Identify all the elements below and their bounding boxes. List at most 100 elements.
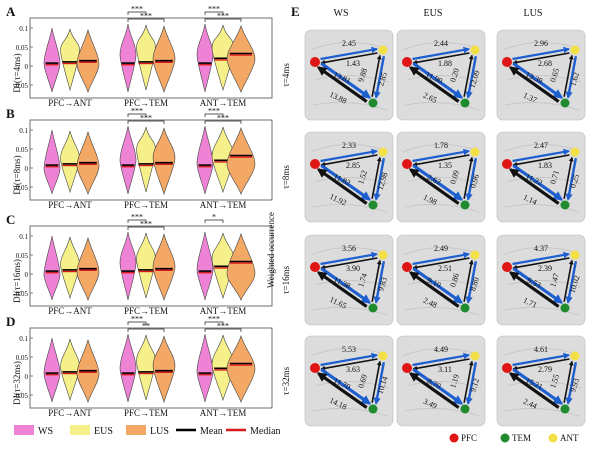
- significance-label: *: [212, 213, 216, 222]
- y-tick-label: 0: [25, 271, 29, 279]
- legend-label: Median: [250, 426, 281, 437]
- x-group-label: PFC→ANT: [48, 200, 92, 210]
- tem-node: [368, 303, 378, 313]
- legend-label: WS: [38, 426, 53, 437]
- connection-arrow: [408, 66, 460, 103]
- x-group-label: PFC→TEM: [124, 408, 168, 418]
- connection-arrow: [563, 156, 574, 199]
- connection-arrow: [465, 56, 478, 99]
- significance-bracket: [127, 328, 165, 332]
- row-label: τ=8ms: [281, 165, 291, 189]
- violin-ws: [43, 27, 61, 93]
- column-header: EUS: [424, 8, 443, 19]
- significance-label: ***: [217, 114, 229, 123]
- connection-arrow: [320, 267, 372, 304]
- column-header: WS: [334, 8, 349, 19]
- tem-node: [460, 404, 470, 414]
- y-tick-label: 0.05: [16, 146, 29, 154]
- violin-lus: [152, 335, 176, 404]
- connection-arrow: [320, 62, 372, 99]
- significance-bracket: [204, 120, 242, 124]
- connection-arrow: [373, 158, 386, 201]
- connection-arrow: [563, 259, 574, 302]
- ant-node: [378, 147, 388, 157]
- weight-label: 2.85: [346, 161, 360, 170]
- ant-node: [470, 351, 480, 361]
- legend-node: [449, 433, 459, 443]
- violin-eus: [60, 236, 80, 300]
- connection-arrow: [508, 271, 560, 308]
- legend-label: PFC: [461, 433, 477, 443]
- tem-node: [560, 303, 570, 313]
- weight-label: 3.63: [346, 365, 360, 374]
- ant-node: [570, 250, 580, 260]
- violin-ws: [119, 333, 137, 403]
- connection-arrow: [508, 66, 560, 103]
- pfc-node: [310, 363, 320, 373]
- weight-label: 2.47: [534, 141, 548, 150]
- connection-arrow: [320, 46, 379, 61]
- weight-label: 1.88: [438, 59, 452, 68]
- connection-arrow: [408, 271, 460, 308]
- weight-label: 2.33: [342, 141, 356, 150]
- weight-label: 0.25: [568, 173, 581, 189]
- connection-arrow: [463, 259, 474, 302]
- significance-label: ***: [208, 107, 220, 116]
- connection-arrow: [316, 66, 368, 103]
- x-group-label: PFC→TEM: [124, 98, 168, 108]
- pfc-node: [502, 159, 512, 169]
- weight-label: 5.53: [342, 345, 356, 354]
- plot-frame: [29, 17, 273, 99]
- violin-lus: [152, 233, 176, 302]
- tem-node: [368, 98, 378, 108]
- x-group-label: PFC→ANT: [48, 306, 92, 316]
- panel-letter: C: [6, 212, 15, 227]
- connection-arrow: [565, 362, 578, 405]
- y-tick-label: 0.1: [19, 25, 28, 33]
- connection-arrow: [371, 54, 382, 97]
- weight-label: 1.55: [548, 373, 561, 389]
- weight-label: 1.35: [438, 161, 452, 170]
- x-group-label: ANT→TEM: [200, 306, 247, 316]
- y-tick-label: -0.05: [13, 392, 28, 400]
- weight-label: 1.83: [538, 161, 552, 170]
- pfc-node: [310, 262, 320, 272]
- network-panels: E WS EUS LUS Weighted occurrence τ=4ms 2.45 1.4…: [266, 4, 586, 443]
- connection-arrow: [512, 164, 564, 201]
- tem-node: [460, 98, 470, 108]
- connection-arrow: [465, 261, 478, 304]
- brain-sulci: [310, 144, 390, 213]
- significance-bracket: [127, 11, 147, 15]
- violin-eus: [136, 334, 156, 401]
- connection-arrow: [512, 148, 571, 163]
- connection-arrow: [373, 362, 386, 405]
- y-axis-label: DI(τ=8ms): [12, 155, 22, 194]
- column-header: LUS: [524, 8, 543, 19]
- weight-label: 9.93: [568, 377, 581, 393]
- y-tick-label: -0.05: [13, 184, 28, 192]
- brain-sulci: [310, 42, 390, 111]
- connection-arrow: [565, 158, 578, 201]
- pfc-node: [402, 262, 412, 272]
- violin-panel-D: D DI(τ=32ms) 0.1 0.05 0 -0.05 PFC→ANT PFC→TEM **…: [6, 314, 273, 418]
- brain-sulci: [310, 247, 390, 316]
- weight-label: 1.52: [356, 169, 369, 185]
- row-label: τ=32ms: [281, 366, 291, 395]
- violin-eus: [136, 126, 156, 193]
- panel-letter: B: [6, 106, 15, 121]
- significance-label: ***: [131, 107, 143, 116]
- plot-frame: [29, 225, 273, 307]
- x-group-label: ANT→TEM: [200, 408, 247, 418]
- significance-label: ***: [217, 322, 229, 331]
- weight-label: 0.71: [548, 169, 561, 185]
- y-axis-label: DI(τ=4ms): [12, 53, 22, 92]
- y-tick-label: 0.05: [16, 44, 29, 52]
- brain-sulci: [502, 42, 582, 111]
- pfc-node: [310, 159, 320, 169]
- violin-lus: [152, 127, 176, 196]
- brain-sulci: [310, 348, 390, 417]
- violin-eus: [60, 28, 80, 92]
- x-group-label: ANT→TEM: [200, 200, 247, 210]
